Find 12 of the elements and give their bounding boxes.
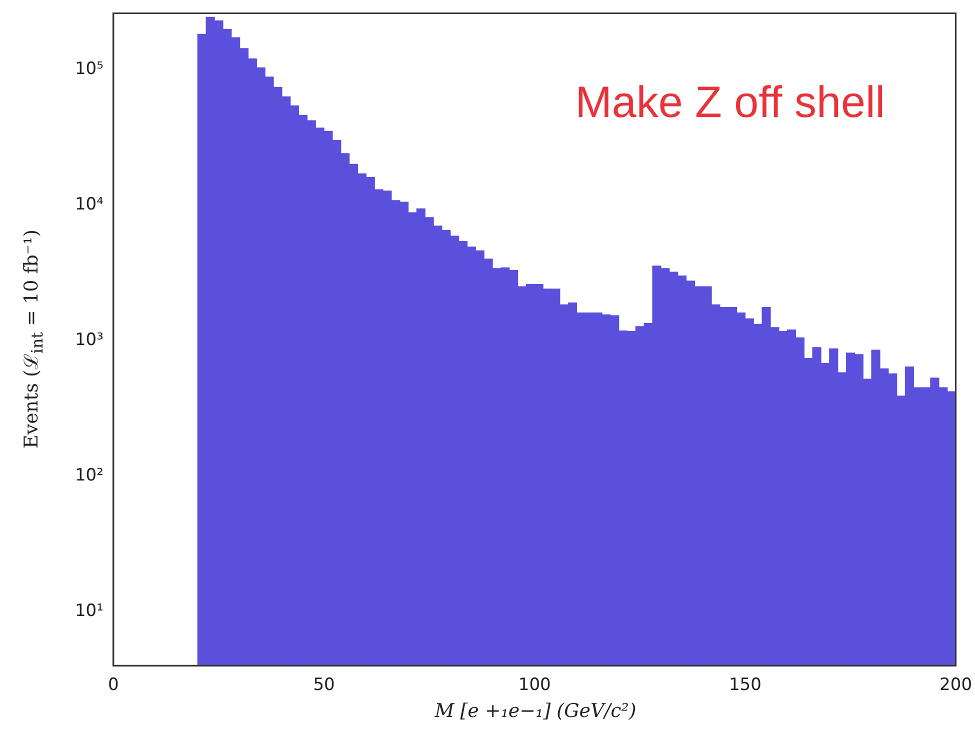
x-axis-title: M [e +₁e−₁] (GeV/c²) (434, 700, 638, 722)
y-tick-label: 10⁴ (74, 194, 104, 214)
x-tick-label: 200 (940, 675, 972, 696)
x-tick-label: 150 (728, 675, 762, 696)
y-tick-label: 10² (74, 466, 104, 486)
y-tick-label: 10¹ (74, 601, 104, 622)
y-tick-label: 10⁵ (74, 58, 104, 79)
x-tick-label: 0 (108, 675, 119, 696)
annotation: Make Z off shell (575, 78, 885, 128)
x-tick-label: 50 (313, 675, 335, 696)
x-tick-label: 100 (518, 675, 551, 696)
y-tick-label: 10³ (74, 330, 104, 350)
